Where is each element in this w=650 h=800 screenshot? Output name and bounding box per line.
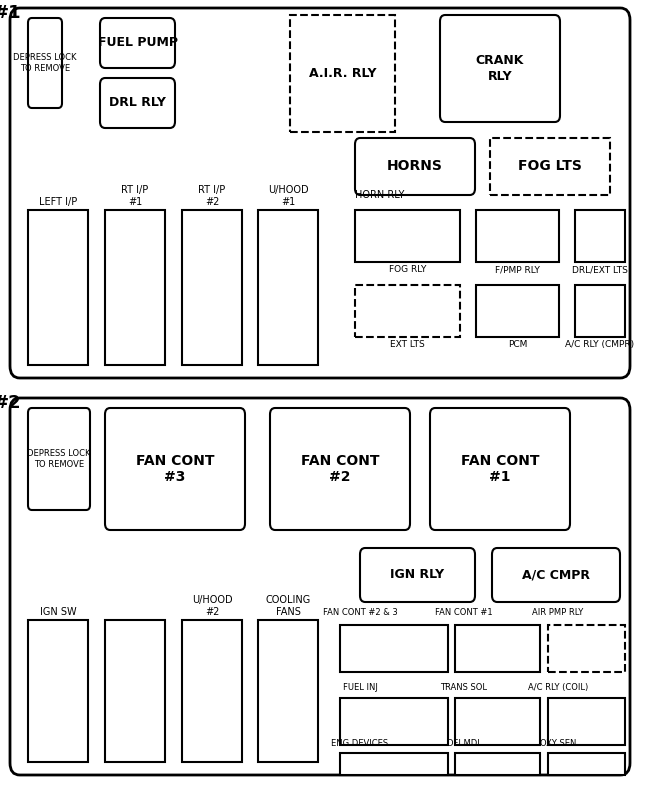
Bar: [476, 210, 559, 262]
Bar: [490, 138, 610, 195]
FancyBboxPatch shape: [10, 8, 630, 378]
Text: #2: #2: [0, 394, 21, 412]
Text: FAN CONT #1: FAN CONT #1: [436, 608, 493, 617]
Bar: [476, 285, 559, 337]
FancyBboxPatch shape: [440, 15, 560, 122]
Text: FAN CONT
#1: FAN CONT #1: [461, 454, 540, 484]
Bar: [258, 210, 318, 365]
Text: RT I/P
#2: RT I/P #2: [198, 185, 226, 206]
Text: #1: #1: [0, 4, 21, 22]
Bar: [355, 285, 460, 337]
Text: DEPRESS LOCK
TO REMOVE: DEPRESS LOCK TO REMOVE: [27, 450, 91, 469]
Text: A/C CMPR: A/C CMPR: [522, 569, 590, 582]
Text: CRANK
RLY: CRANK RLY: [476, 54, 524, 82]
Bar: [105, 620, 165, 762]
Text: ENG DEVICES: ENG DEVICES: [332, 739, 389, 748]
FancyBboxPatch shape: [355, 138, 475, 195]
Text: HORNS: HORNS: [387, 159, 443, 174]
Bar: [182, 210, 242, 365]
Text: RT I/P
#1: RT I/P #1: [122, 185, 149, 206]
Text: EXT LTS: EXT LTS: [390, 340, 425, 349]
FancyBboxPatch shape: [270, 408, 410, 530]
FancyBboxPatch shape: [430, 408, 570, 530]
Bar: [182, 620, 242, 762]
Text: DRL/EXT LTS: DRL/EXT LTS: [572, 266, 628, 274]
Text: OXY SEN: OXY SEN: [540, 739, 576, 748]
Text: DRL RLY: DRL RLY: [109, 97, 166, 110]
Text: HORN RLY: HORN RLY: [355, 190, 404, 200]
FancyBboxPatch shape: [28, 408, 90, 510]
Text: FAN CONT
#2: FAN CONT #2: [301, 454, 379, 484]
Bar: [355, 210, 460, 262]
Text: AIR PMP RLY: AIR PMP RLY: [532, 608, 584, 617]
FancyBboxPatch shape: [10, 398, 630, 775]
Text: FUEL PUMP: FUEL PUMP: [98, 37, 177, 50]
Text: TRANS SOL: TRANS SOL: [441, 683, 488, 692]
Bar: [548, 753, 625, 775]
Text: DFI MDL: DFI MDL: [447, 739, 482, 748]
FancyBboxPatch shape: [28, 18, 62, 108]
Bar: [575, 210, 625, 262]
Text: U/HOOD
#2: U/HOOD #2: [192, 595, 232, 617]
Bar: [28, 210, 88, 365]
Text: LEFT I/P: LEFT I/P: [39, 197, 77, 206]
Bar: [290, 15, 395, 132]
FancyBboxPatch shape: [100, 18, 175, 68]
FancyBboxPatch shape: [360, 548, 475, 602]
Bar: [455, 753, 540, 775]
Text: IGN SW: IGN SW: [40, 606, 76, 617]
FancyBboxPatch shape: [100, 78, 175, 128]
Text: DEPRESS LOCK
TO REMOVE: DEPRESS LOCK TO REMOVE: [13, 54, 77, 73]
Bar: [258, 620, 318, 762]
FancyBboxPatch shape: [492, 548, 620, 602]
Text: FOG LTS: FOG LTS: [518, 159, 582, 174]
Text: FOG RLY: FOG RLY: [389, 266, 426, 274]
Bar: [340, 753, 448, 775]
Text: FAN CONT #2 & 3: FAN CONT #2 & 3: [322, 608, 397, 617]
Bar: [548, 698, 625, 745]
Bar: [28, 620, 88, 762]
Text: IGN RLY: IGN RLY: [391, 569, 445, 582]
Text: FAN CONT
#3: FAN CONT #3: [136, 454, 214, 484]
Text: A/C RLY (CMPR): A/C RLY (CMPR): [566, 340, 634, 349]
Bar: [575, 285, 625, 337]
Text: PCM: PCM: [508, 340, 527, 349]
Text: FUEL INJ: FUEL INJ: [343, 683, 378, 692]
Text: A.I.R. RLY: A.I.R. RLY: [309, 67, 376, 80]
Text: F/PMP RLY: F/PMP RLY: [495, 266, 540, 274]
Bar: [340, 698, 448, 745]
Bar: [340, 625, 448, 672]
FancyBboxPatch shape: [105, 408, 245, 530]
Bar: [455, 698, 540, 745]
Bar: [548, 625, 625, 672]
Bar: [455, 625, 540, 672]
Bar: [105, 210, 165, 365]
Text: U/HOOD
#1: U/HOOD #1: [268, 185, 308, 206]
Text: A/C RLY (COIL): A/C RLY (COIL): [528, 683, 588, 692]
Text: COOLING
FANS: COOLING FANS: [265, 595, 311, 617]
